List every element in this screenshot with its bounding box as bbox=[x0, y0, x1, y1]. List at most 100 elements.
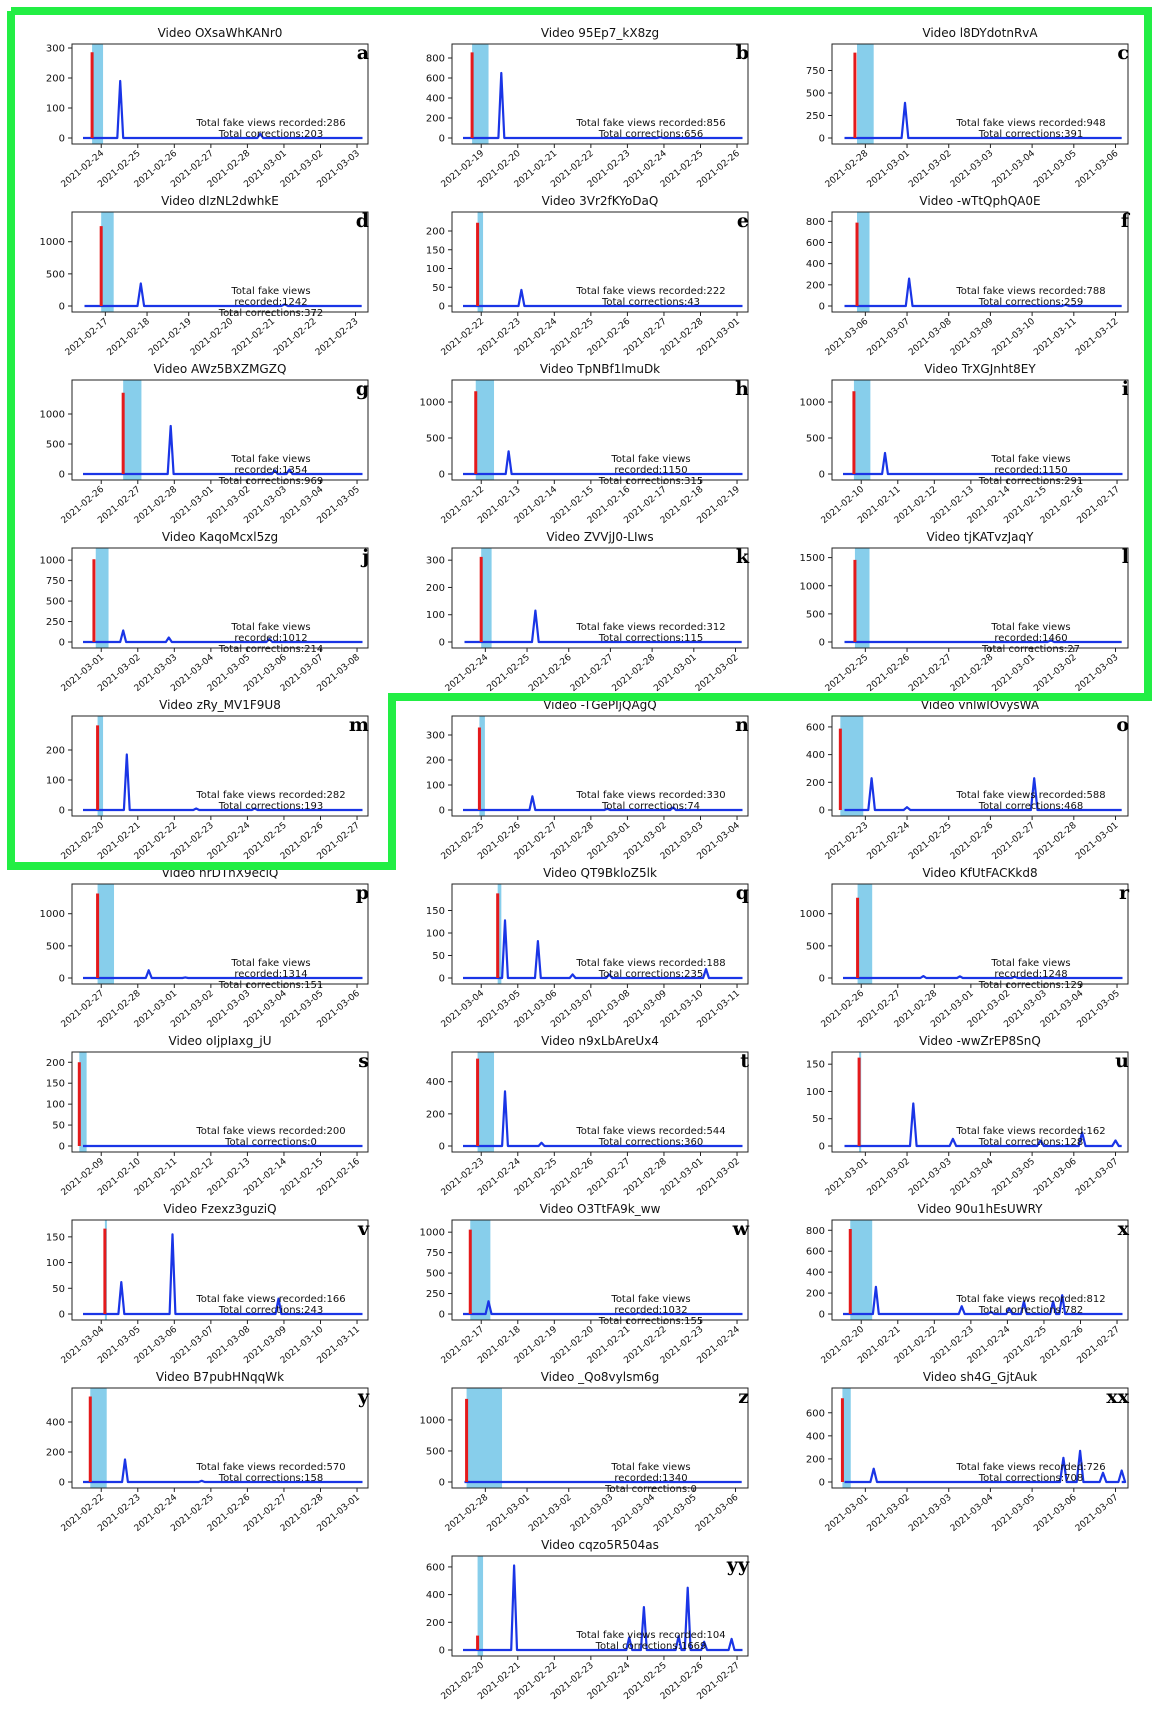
views-series-line bbox=[463, 1090, 743, 1148]
y-tick-label: 600 bbox=[806, 1247, 825, 1258]
window-shade bbox=[477, 1052, 495, 1152]
stats-annotation: Total fake views recorded:162 Total corre… bbox=[956, 1126, 1106, 1148]
views-series-line bbox=[83, 969, 363, 980]
x-tick-label: 2021-03-08 bbox=[907, 316, 954, 357]
x-tick-label: 2021-03-06 bbox=[694, 1492, 741, 1533]
fake-views-total: Total fake views recorded:812 bbox=[956, 1294, 1106, 1305]
chart-panel-m: Video zRy_MV1F9U8 0 100 200 2021-02-20 2021-0… bbox=[8, 698, 393, 866]
x-tick-label: 2021-03-02 bbox=[1032, 653, 1079, 694]
x-tick-label: 2021-02-27 bbox=[907, 653, 954, 694]
chart-title: Video B7pubHNqqWk bbox=[155, 1370, 285, 1384]
x-tick-label: 2021-03-02 bbox=[694, 653, 741, 694]
x-tick-label: 2021-03-01 bbox=[865, 149, 912, 190]
x-tick-label: 2021-02-25 bbox=[824, 653, 871, 694]
y-tick-label: 800 bbox=[806, 217, 825, 228]
panel-letter: q bbox=[735, 882, 749, 904]
y-tick-label: 200 bbox=[46, 74, 65, 85]
y-tick-label: 200 bbox=[806, 1289, 825, 1300]
fake-views-total: Total fake views recorded:330 bbox=[576, 790, 726, 801]
y-tick-label: 400 bbox=[426, 94, 445, 105]
fake-views-total: Total fake views recorded:1354 bbox=[231, 454, 311, 476]
panel-letter: a bbox=[356, 42, 369, 64]
plot-svg: 050010002021-02-122021-02-132021-02-1420… bbox=[420, 379, 749, 526]
fake-views-total: Total fake views recorded:1314 bbox=[231, 958, 311, 980]
plot-svg: 050010002021-02-262021-02-272021-02-2820… bbox=[40, 379, 369, 526]
panel-letter: d bbox=[355, 210, 369, 232]
x-tick-label: 2021-02-17 bbox=[64, 317, 111, 358]
fake-views-total: Total fake views recorded:282 bbox=[196, 790, 346, 801]
plot-svg: 01002003002021-02-252021-02-262021-02-27… bbox=[426, 715, 749, 862]
x-tick-label: 2021-03-01 bbox=[824, 1157, 871, 1198]
y-tick-label: 100 bbox=[806, 1087, 825, 1098]
chart-title: Video n9xLbAreUx4 bbox=[541, 1034, 659, 1048]
y-tick-label: 50 bbox=[52, 1121, 65, 1132]
x-tick-label: 2021-02-22 bbox=[272, 317, 319, 358]
axes-frame bbox=[451, 1387, 749, 1489]
y-tick-label: 200 bbox=[426, 1618, 445, 1629]
fake-views-total: Total fake views recorded:1150 bbox=[611, 454, 691, 476]
chart-panel-h: Video TpNBf1lmuDk 0 500 1000 2021-02-12 2021-… bbox=[388, 362, 773, 530]
views-series-line bbox=[463, 919, 743, 980]
views-series-line bbox=[83, 1233, 363, 1316]
corrections-total: Total corrections:0 bbox=[605, 1484, 697, 1495]
y-tick-label: 200 bbox=[46, 746, 65, 757]
y-tick-label: 200 bbox=[426, 756, 445, 767]
y-tick-label: 0 bbox=[819, 1142, 825, 1153]
x-tick-label: 2021-03-02 bbox=[527, 1493, 574, 1534]
chart-panel-d: Video dIzNL2dwhkE 0 500 1000 2021-02-17 2021-… bbox=[8, 194, 393, 362]
y-tick-label: 800 bbox=[426, 54, 445, 65]
y-tick-label: 100 bbox=[426, 781, 445, 792]
window-shade bbox=[123, 380, 142, 480]
window-shade bbox=[97, 884, 115, 984]
x-tick-label: 2021-02-26 bbox=[865, 652, 912, 693]
y-tick-label: 0 bbox=[439, 1478, 445, 1489]
x-tick-label: 2021-03-09 bbox=[949, 316, 996, 357]
y-tick-label: 1000 bbox=[420, 1228, 445, 1239]
y-tick-label: 150 bbox=[426, 245, 445, 256]
y-tick-label: 0 bbox=[439, 974, 445, 985]
y-tick-label: 500 bbox=[426, 1446, 445, 1457]
chart-panel-q: Video QT9BkloZ5lk 0 50 100 150 2021-03-04 2021… bbox=[388, 866, 773, 1034]
x-tick-label: 2021-03-01 bbox=[991, 653, 1038, 694]
fake-views-total: Total fake views recorded:1012 bbox=[231, 622, 311, 644]
y-tick-label: 200 bbox=[806, 1454, 825, 1465]
plot-svg: 0501001502021-03-042021-03-052021-03-062… bbox=[426, 883, 749, 1030]
panel-letter: z bbox=[738, 1386, 749, 1408]
x-tick-label: 2021-02-24 bbox=[865, 820, 912, 861]
y-tick-label: 1000 bbox=[800, 398, 825, 409]
panel-letter: n bbox=[735, 714, 749, 736]
chart-panel-b: Video 95Ep7_kX8zg 0 200 400 600 800 2021-02-19… bbox=[388, 26, 773, 194]
corrections-total: Total corrections:259 bbox=[978, 297, 1084, 308]
panel-letter: b bbox=[735, 42, 749, 64]
plot-svg: 0501001502021-03-042021-03-052021-03-062… bbox=[46, 1219, 369, 1366]
stats-annotation: Total fake views recorded:312 Total corre… bbox=[576, 622, 726, 644]
y-tick-label: 0 bbox=[59, 1478, 65, 1489]
y-tick-label: 0 bbox=[439, 638, 445, 649]
plot-svg: 0 100 200 300 2021-02-242021-02-252021-02-26… bbox=[426, 547, 749, 694]
y-tick-label: 1000 bbox=[40, 410, 65, 421]
stats-annotation: Total fake views recorded:726 Total corre… bbox=[956, 1462, 1106, 1484]
corrections-total: Total corrections:372 bbox=[218, 308, 324, 319]
chart-title: Video O3TtFA9k_ww bbox=[539, 1202, 661, 1216]
fake-views-total: Total fake views recorded:188 bbox=[576, 958, 726, 969]
views-series-line bbox=[844, 1102, 1122, 1148]
y-tick-label: 0 bbox=[819, 302, 825, 313]
chart-panel-g: Video AWz5BXZMGZQ 0 500 1000 2021-02-26 2021-… bbox=[8, 362, 393, 530]
y-tick-label: 600 bbox=[806, 238, 825, 249]
panel-letter: o bbox=[1116, 714, 1129, 736]
axes-frame bbox=[71, 1387, 369, 1489]
fake-views-total: Total fake views recorded:570 bbox=[196, 1462, 346, 1473]
corrections-total: Total corrections:203 bbox=[218, 129, 324, 140]
x-tick-label: 2021-02-20 bbox=[189, 316, 236, 357]
plot-svg: 0 200 400 600 2021-03-012021-03-022021-03-03… bbox=[806, 1387, 1129, 1534]
y-tick-label: 500 bbox=[806, 941, 825, 952]
stats-annotation: Total fake views recorded:104 Total corre… bbox=[576, 1630, 726, 1652]
plot-svg: 0501001502021-03-012021-03-022021-03-032… bbox=[806, 1051, 1129, 1198]
views-series-line bbox=[463, 1564, 743, 1652]
window-shade bbox=[475, 380, 495, 480]
x-tick-label: 2021-03-04 bbox=[991, 148, 1038, 189]
x-tick-label: 2021-03-07 bbox=[865, 317, 912, 358]
window-shade bbox=[101, 212, 114, 312]
panel-letter: r bbox=[1118, 882, 1129, 904]
y-tick-label: 0 bbox=[819, 974, 825, 985]
